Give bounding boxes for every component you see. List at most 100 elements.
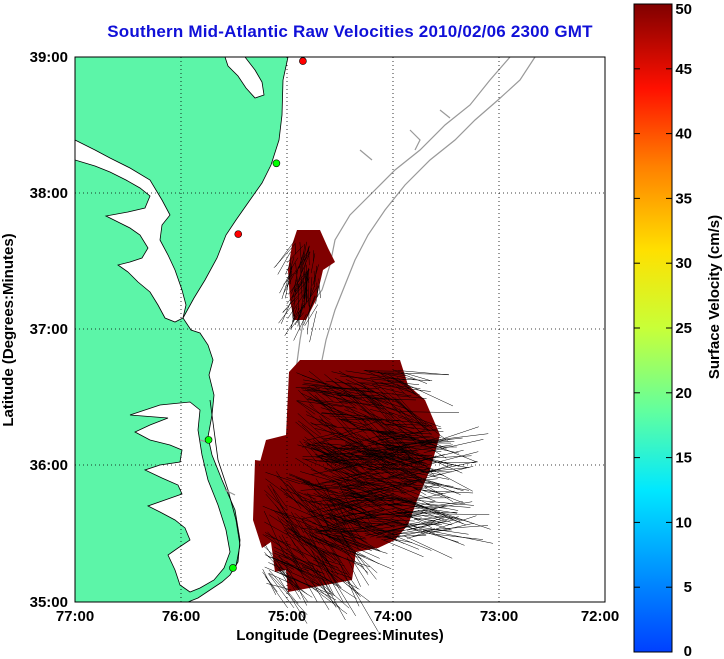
lon-tick-labels: 77:00 76:00 75:00 74:00 73:00 72:00 xyxy=(56,608,619,625)
velocity-vector xyxy=(264,552,299,589)
velocity-vector xyxy=(329,535,380,559)
velocity-vector xyxy=(388,490,455,507)
velocity-vector xyxy=(297,400,343,407)
velocity-vector xyxy=(264,532,304,556)
velocity-vector xyxy=(315,526,340,561)
velocity-vector xyxy=(314,394,359,445)
velocity-vector xyxy=(331,475,369,486)
velocity-vector xyxy=(365,396,395,422)
velocity-vector xyxy=(311,423,337,427)
map-title: Southern Mid-Atlantic Raw Velocities 201… xyxy=(107,22,593,41)
velocity-vector xyxy=(290,312,304,329)
velocity-vector xyxy=(328,512,379,535)
velocity-vector xyxy=(292,490,309,507)
velocity-vector xyxy=(302,286,318,309)
land-mass xyxy=(74,56,289,603)
velocity-vector xyxy=(301,565,331,597)
velocity-vector xyxy=(265,472,301,485)
velocity-vector xyxy=(427,457,463,474)
lat-tick-labels: 39:00 38:00 37:00 36:00 35:00 xyxy=(30,49,68,611)
velocity-vector xyxy=(390,437,424,443)
velocity-vector xyxy=(344,548,392,570)
velocity-vector xyxy=(309,311,317,343)
velocity-vector xyxy=(321,413,350,416)
velocity-vector xyxy=(283,529,318,550)
velocity-vector xyxy=(302,428,373,448)
y-axis-label: Latitude (Degrees:Minutes) xyxy=(0,233,17,426)
velocity-vector xyxy=(321,563,360,596)
velocity-vector xyxy=(294,242,296,255)
velocity-vector xyxy=(324,468,373,494)
velocity-vector xyxy=(278,535,300,567)
velocity-vector xyxy=(283,269,297,294)
velocity-vector xyxy=(334,495,352,512)
delaware-bay xyxy=(224,56,265,99)
velocity-vector xyxy=(324,484,336,507)
velocity-vector xyxy=(355,383,388,399)
velocity-vector xyxy=(340,528,359,543)
velocity-vector xyxy=(330,570,353,579)
velocity-vector xyxy=(398,474,443,485)
velocity-vector xyxy=(347,486,418,505)
velocity-vector xyxy=(371,379,416,417)
lat-tick-label: 38:00 xyxy=(30,185,68,202)
velocity-vector xyxy=(281,267,292,300)
velocity-vector xyxy=(303,547,324,569)
velocity-vector xyxy=(326,502,352,554)
velocity-vectors xyxy=(262,240,493,632)
velocity-vector xyxy=(397,416,429,428)
velocity-vector xyxy=(406,519,454,531)
velocity-vector xyxy=(318,401,356,409)
velocity-vector xyxy=(366,481,424,489)
velocity-vector xyxy=(346,556,361,587)
velocity-vector xyxy=(272,557,318,579)
velocity-vector xyxy=(315,478,348,526)
velocity-vector xyxy=(400,472,464,492)
velocity-vector xyxy=(415,437,463,444)
velocity-vector xyxy=(297,295,304,327)
velocity-vector xyxy=(290,511,305,534)
lon-tick-label: 75:00 xyxy=(268,608,306,625)
velocity-vector xyxy=(397,444,453,454)
velocity-vector xyxy=(404,461,478,477)
velocity-vector xyxy=(335,534,374,548)
velocity-vector xyxy=(353,473,380,479)
velocity-vector xyxy=(353,416,383,441)
velocity-vector xyxy=(309,513,337,543)
colorbar-tick-label: 45 xyxy=(675,61,692,78)
velocity-vector xyxy=(273,546,314,568)
velocity-vector xyxy=(295,281,304,292)
colorbar-tick-label: 20 xyxy=(675,385,692,402)
velocity-vector xyxy=(363,447,408,464)
velocity-vector xyxy=(310,384,354,397)
velocity-vector xyxy=(318,278,321,299)
velocity-vector xyxy=(309,545,335,569)
velocity-vector xyxy=(362,515,417,519)
velocity-vector xyxy=(367,492,432,529)
velocity-vector xyxy=(339,447,402,462)
velocity-vector xyxy=(292,306,294,319)
velocity-vector xyxy=(388,411,414,421)
velocity-vector xyxy=(268,562,320,585)
velocity-vector xyxy=(307,444,361,451)
velocity-vector xyxy=(286,484,319,520)
radar-station-marker xyxy=(234,230,243,238)
velocity-vector xyxy=(329,496,366,511)
velocity-vector xyxy=(313,527,367,549)
velocity-vector xyxy=(290,529,329,562)
velocity-vector xyxy=(307,498,363,513)
radar-station-marker xyxy=(299,57,307,65)
velocity-vector xyxy=(266,583,292,591)
velocity-vector xyxy=(302,260,307,277)
velocity-vector xyxy=(365,435,411,447)
velocity-vector xyxy=(321,412,367,417)
velocity-vector xyxy=(288,474,334,492)
velocity-vector xyxy=(318,460,351,465)
velocity-vector xyxy=(364,415,394,434)
velocity-vector xyxy=(299,242,302,270)
velocity-vector xyxy=(345,370,405,381)
velocity-vector xyxy=(376,528,424,539)
velocity-vector xyxy=(384,372,449,375)
velocity-vector xyxy=(295,250,309,275)
velocity-vector xyxy=(302,458,339,463)
